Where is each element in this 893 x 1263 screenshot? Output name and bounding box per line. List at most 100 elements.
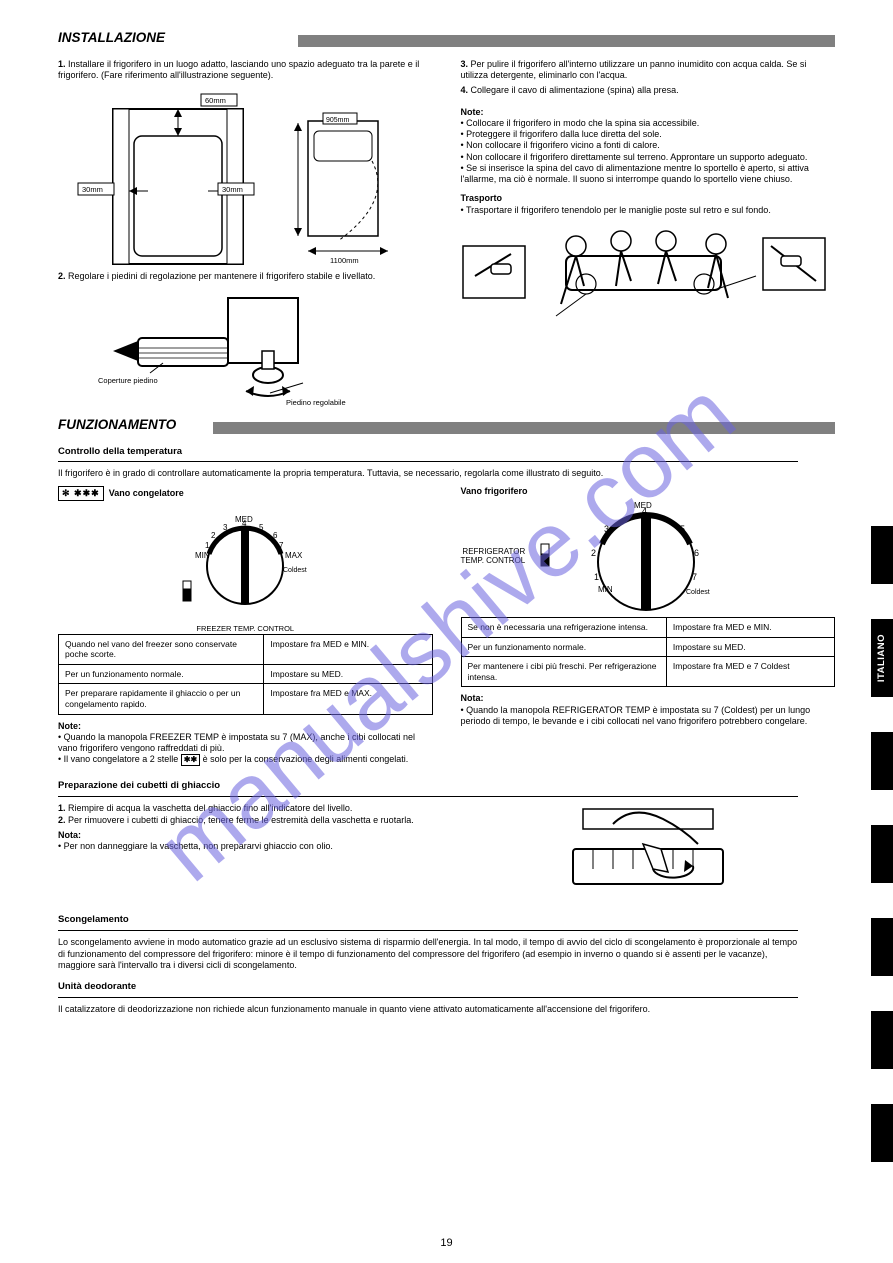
section-header-installation: INSTALLAZIONE [58, 30, 835, 47]
clear-right: 30mm [222, 185, 243, 194]
install-p4: 4. Collegare il cavo di alimentazione (s… [461, 85, 836, 96]
lang-tab-blank-5 [871, 1011, 893, 1069]
defrost-body: Lo scongelamento avviene in modo automat… [58, 937, 798, 971]
svg-text:7: 7 [692, 572, 697, 582]
install-p2: 2. Regolare i piedini di regolazione per… [58, 271, 433, 282]
page-number: 19 [440, 1237, 452, 1251]
ice-p1-text: Riempire di acqua la vaschetta del ghiac… [68, 803, 352, 813]
f-row1-b: Impostare fra MED e MIN. [264, 634, 432, 664]
clearance-diagram: 60mm 30mm 30mm 905mm [58, 91, 398, 271]
svg-text:5: 5 [680, 524, 685, 534]
lang-tab-label: ITALIANO [876, 634, 888, 682]
fridge-note-a: • Quando la manopola REFRIGERATOR TEMP è… [461, 705, 836, 728]
defrost-title: Scongelamento [58, 914, 835, 926]
install-note-b: • Proteggere il frigorifero dalla luce d… [461, 129, 836, 140]
star-icon-4: ✻ ✱✱✱ [58, 486, 104, 501]
fridge-dial-label-b: TEMP. CONTROL [461, 556, 526, 565]
install-p3-text: Per pulire il frigorifero all'interno ut… [461, 59, 807, 80]
fridge-cold-lbl: Coldest [686, 589, 710, 596]
rule-4 [58, 997, 798, 998]
install-note-e: • Se si inserisce la spina del cavo di a… [461, 163, 836, 186]
section-title-operation: FUNZIONAMENTO [58, 417, 213, 434]
r-row2-a: Per un funzionamento normale. [461, 637, 666, 657]
ice-title: Preparazione dei cubetti di ghiaccio [58, 780, 433, 792]
deodor-title: Unità deodorante [58, 981, 835, 993]
therm-icon [531, 542, 561, 572]
rule [58, 461, 798, 462]
freezer-notes-title: Note: [58, 721, 433, 732]
install-p1: 1. Installare il frigorifero in un luogo… [58, 59, 433, 82]
fridge-heading: Vano frigorifero [461, 486, 836, 497]
install-p3: 3. Per pulire il frigorifero all'interno… [461, 59, 836, 82]
svg-text:6: 6 [273, 531, 278, 540]
fridge-dial: MIN MED Coldest 1 2 3 4 5 6 7 [561, 497, 731, 617]
lang-tab-italiano[interactable]: ITALIANO [871, 619, 893, 697]
install-p2-num: 2. [58, 271, 66, 281]
section-title-installation: INSTALLAZIONE [58, 30, 298, 47]
foot-cover-label: Coperture piedino [98, 376, 158, 385]
install-p2-text: Regolare i piedini di regolazione per ma… [68, 271, 375, 281]
op-intro: Il frigorifero è in grado di controllare… [58, 468, 835, 479]
svg-text:3: 3 [223, 523, 228, 532]
deodor-body: Il catalizzatore di deodorizzazione non … [58, 1004, 798, 1015]
f-row3-a: Per preparare rapidamente il ghiaccio o … [59, 684, 264, 714]
f-row3-b: Impostare fra MED e MAX. [264, 684, 432, 714]
lang-tab-blank-3 [871, 825, 893, 883]
freezer-dial: MIN MED MAX Coldest 1 2 3 4 5 6 7 [155, 501, 335, 621]
ice-tray-diagram [553, 794, 743, 904]
freezer-note-b-post: è solo per la conservazione degli alimen… [200, 754, 408, 764]
r-row3-a: Per mantenere i cibi più freschi. Per re… [461, 657, 666, 687]
install-notes-title: Note: [461, 107, 836, 118]
ice-p2-num: 2. [58, 815, 66, 825]
fridge-min-lbl: MIN [598, 585, 613, 594]
ice-p1-num: 1. [58, 803, 66, 813]
svg-text:3: 3 [604, 524, 609, 534]
ice-p2-text: Per rimuovere i cubetti di ghiaccio, ten… [68, 815, 414, 825]
dial-cold-lbl: Coldest [283, 567, 307, 574]
ice-p1: 1. Riempire di acqua la vaschetta del gh… [58, 803, 433, 814]
clear-left: 30mm [82, 185, 103, 194]
fridge-note-title: Nota: [461, 693, 836, 704]
carry-title: Trasporto [461, 193, 836, 204]
fridge-table: Se non è necessaria una refrigerazione i… [461, 617, 836, 688]
f-row2-a: Per un funzionamento normale. [59, 664, 264, 684]
fridge-dial-label-a: REFRIGERATOR [462, 547, 525, 556]
install-p4-text: Collegare il cavo di alimentazione (spin… [471, 85, 679, 95]
svg-text:2: 2 [591, 548, 596, 558]
install-p3-num: 3. [461, 59, 469, 69]
lang-tab-blank-6 [871, 1104, 893, 1162]
svg-text:1: 1 [594, 572, 599, 582]
ice-note: • Per non danneggiare la vaschetta, non … [58, 841, 433, 852]
f-row2-b: Impostare su MED. [264, 664, 432, 684]
install-p4-num: 4. [461, 85, 469, 95]
dial-min-lbl: MIN [195, 551, 210, 560]
freezer-table: Quando nel vano del freezer sono conserv… [58, 634, 433, 715]
section-bar [298, 35, 835, 47]
r-row2-b: Impostare su MED. [666, 637, 834, 657]
f-row1-a: Quando nel vano del freezer sono conserv… [59, 634, 264, 664]
freezer-note-a: • Quando la manopola FREEZER TEMP è impo… [58, 732, 433, 755]
dial-max-lbl: MAX [285, 551, 303, 560]
r-row1-a: Se non è necessaria una refrigerazione i… [461, 617, 666, 637]
freezer-heading: ✻ ✱✱✱ Vano congelatore [58, 486, 433, 501]
install-note-c: • Non collocare il frigorifero vicino a … [461, 140, 836, 151]
star-icon-2: ✱✱ [181, 754, 200, 766]
carry-bullet: • Trasportare il frigorifero tenendolo p… [461, 205, 836, 216]
carry-diagram [461, 216, 831, 326]
install-p1-text: Installare il frigorifero in un luogo ad… [58, 59, 419, 80]
svg-text:5: 5 [259, 523, 264, 532]
r-row1-b: Impostare fra MED e MIN. [666, 617, 834, 637]
clear-top: 60mm [205, 96, 226, 105]
op-subtitle: Controllo della temperatura [58, 446, 835, 458]
r-row3-b: Impostare fra MED e 7 Coldest [666, 657, 834, 687]
freezer-dial-label: FREEZER TEMP. CONTROL [58, 624, 433, 633]
lang-tab-blank-4 [871, 918, 893, 976]
svg-text:4: 4 [642, 506, 647, 516]
svg-text:4: 4 [242, 519, 247, 528]
install-p1-num: 1. [58, 59, 66, 69]
language-tabs: ITALIANO [871, 526, 893, 1162]
door-height: 905mm [326, 117, 350, 124]
foot-diagram: Coperture piedino Piedino regolabile [98, 293, 358, 413]
install-note-d: • Non collocare il frigorifero direttame… [461, 152, 836, 163]
svg-text:7: 7 [279, 541, 284, 550]
